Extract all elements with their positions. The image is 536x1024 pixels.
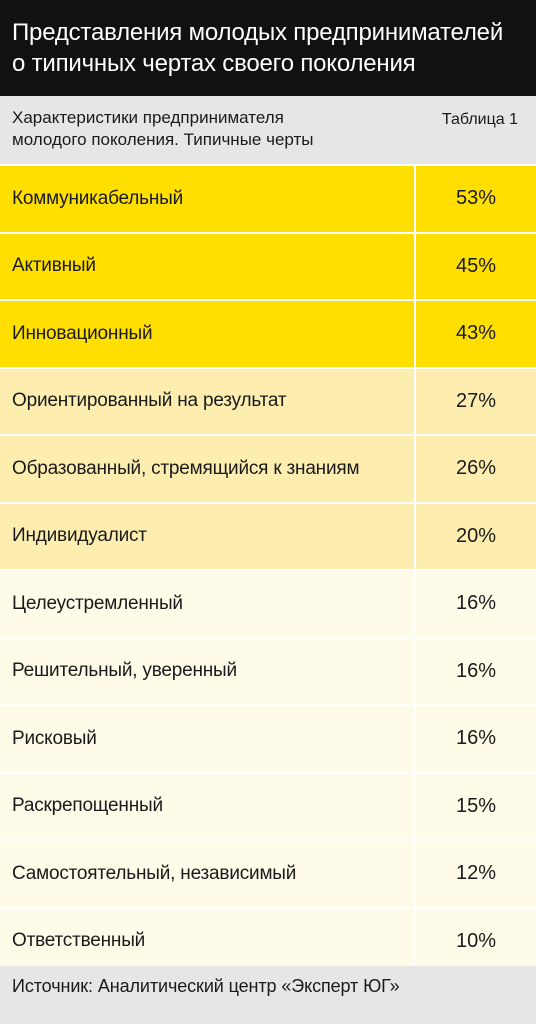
- row-value: 26%: [455, 457, 497, 480]
- row-value: 16%: [455, 727, 497, 750]
- table-row: Целеустремленный 16%: [0, 571, 536, 639]
- row-value: 43%: [455, 322, 497, 345]
- row-label: Коммуникабельный: [0, 166, 416, 232]
- table-row: Решительный, уверенный 16%: [0, 638, 536, 706]
- table-row: Ответственный 10%: [0, 908, 536, 976]
- row-value: 20%: [455, 524, 497, 547]
- column-header-line2: молодого поколения. Типичные черты: [12, 130, 314, 149]
- table-header: Характеристики предпринимателя молодого …: [0, 96, 536, 166]
- row-label: Индивидуалист: [0, 503, 416, 569]
- table-number: Таблица 1: [441, 111, 518, 128]
- row-value: 16%: [455, 592, 497, 615]
- row-value: 27%: [455, 389, 497, 412]
- source-note: Источник: Аналитический центр «Эксперт Ю…: [0, 966, 536, 1024]
- row-label: Ориентированный на результат: [0, 368, 416, 434]
- column-header-line1: Характеристики предпринимателя: [12, 108, 284, 127]
- table-row: Образованный, стремящийся к знаниям 26%: [0, 436, 536, 504]
- column-header-label: Характеристики предпринимателя молодого …: [12, 107, 352, 164]
- row-label: Образованный, стремящийся к знаниям: [0, 436, 416, 502]
- table-title: Представления молодых предпринимателей о…: [0, 0, 536, 96]
- table-row: Ориентированный на результат 27%: [0, 368, 536, 436]
- row-label: Инновационный: [0, 301, 416, 367]
- row-value: 12%: [455, 862, 497, 885]
- table-row: Коммуникабельный 53%: [0, 166, 536, 234]
- table-row: Индивидуалист 20%: [0, 503, 536, 571]
- table-body: Коммуникабельный 53% Активный 45% Инновацион…: [0, 166, 536, 976]
- row-label: Ответственный: [0, 908, 416, 974]
- row-label: Самостоятельный, независимый: [0, 841, 416, 907]
- table-title-line1: Представления молодых предпринимателей: [12, 19, 504, 46]
- table-row: Инновационный 43%: [0, 301, 536, 369]
- table-row: Активный 45%: [0, 233, 536, 301]
- row-value: 10%: [455, 929, 497, 952]
- row-label: Целеустремленный: [0, 571, 416, 637]
- row-label: Решительный, уверенный: [0, 638, 416, 704]
- row-label: Активный: [0, 233, 416, 299]
- table-row: Самостоятельный, независимый 12%: [0, 841, 536, 909]
- table-row: Рисковый 16%: [0, 706, 536, 774]
- row-value: 16%: [455, 659, 497, 682]
- row-value: 45%: [455, 254, 497, 277]
- row-value: 15%: [455, 794, 497, 817]
- table-row: Раскрепощенный 15%: [0, 773, 536, 841]
- row-label: Раскрепощенный: [0, 773, 416, 839]
- row-label: Рисковый: [0, 706, 416, 772]
- table-title-line2: о типичных чертах своего поколения: [12, 50, 416, 77]
- row-value: 53%: [455, 187, 497, 210]
